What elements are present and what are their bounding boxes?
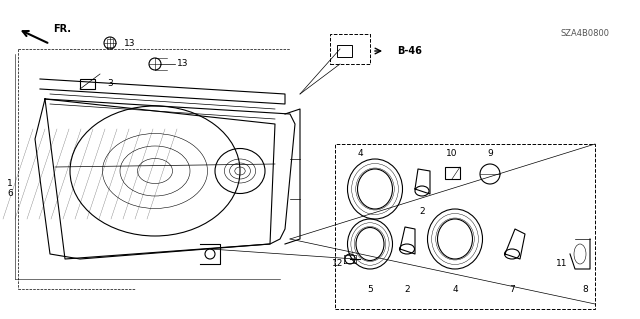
Bar xyxy=(335,144,595,309)
Text: 5: 5 xyxy=(367,285,373,293)
Text: 2: 2 xyxy=(419,206,425,216)
Bar xyxy=(80,79,95,89)
Text: 1: 1 xyxy=(7,180,13,189)
Bar xyxy=(330,34,370,64)
Text: 13: 13 xyxy=(177,60,189,69)
Text: 7: 7 xyxy=(509,285,515,293)
Text: 13: 13 xyxy=(124,39,136,48)
Text: B-46: B-46 xyxy=(397,46,422,56)
Text: 3: 3 xyxy=(107,78,113,87)
Text: 10: 10 xyxy=(446,150,458,159)
Bar xyxy=(337,45,352,57)
Text: 8: 8 xyxy=(582,285,588,293)
Text: 4: 4 xyxy=(452,285,458,293)
Text: SZA4B0800: SZA4B0800 xyxy=(561,29,609,39)
Text: 9: 9 xyxy=(487,150,493,159)
Text: 12: 12 xyxy=(332,259,344,269)
Bar xyxy=(445,167,460,179)
Text: FR.: FR. xyxy=(53,24,71,34)
Text: 2: 2 xyxy=(404,285,410,293)
Text: 4: 4 xyxy=(357,150,363,159)
Text: 6: 6 xyxy=(7,189,13,198)
Text: 11: 11 xyxy=(556,259,568,269)
